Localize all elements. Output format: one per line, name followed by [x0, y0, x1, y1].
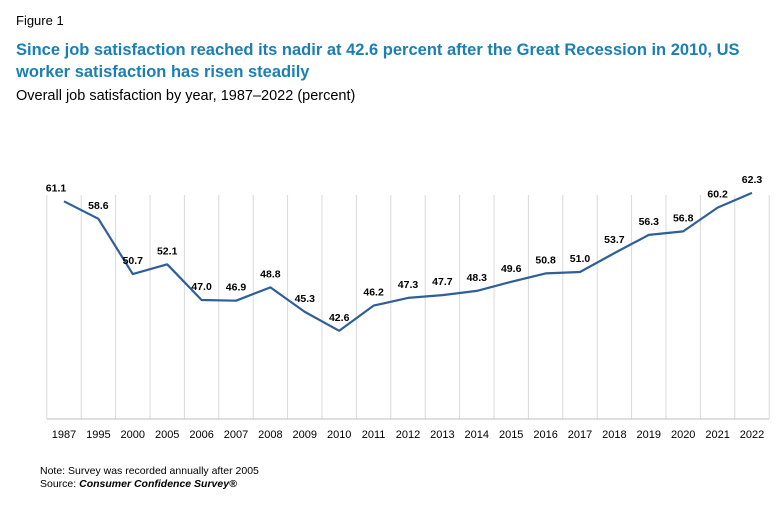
data-label: 48.3 — [467, 272, 488, 284]
data-label: 42.6 — [329, 312, 350, 324]
data-label: 50.7 — [123, 255, 144, 267]
x-tick-label: 2005 — [155, 429, 179, 441]
data-label: 51.0 — [570, 253, 591, 265]
chart-subtitle: Overall job satisfaction by year, 1987–2… — [16, 88, 356, 104]
x-tick-label: 2014 — [465, 429, 489, 441]
x-axis-ticks: 1987 1995 2000 2005 2006 2007 2008 2009 2010 2011… — [52, 429, 764, 441]
x-tick-label: 2015 — [499, 429, 523, 441]
x-tick-label: 2012 — [396, 429, 420, 441]
data-label: 56.8 — [673, 212, 694, 224]
data-label: 47.0 — [191, 281, 212, 293]
x-tick-label: 1995 — [86, 429, 110, 441]
note-text: Note: Survey was recorded annually after… — [40, 465, 259, 477]
data-label: 45.3 — [295, 293, 316, 305]
data-label: 58.6 — [88, 200, 109, 212]
x-tick-label: 2008 — [258, 429, 282, 441]
x-tick-label: 2013 — [430, 429, 454, 441]
line-chart: 1987 1995 2000 2005 2006 2007 2008 2009 2010 2011… — [46, 174, 770, 441]
x-tick-label: 2018 — [602, 429, 626, 441]
chart-title: Since job satisfaction reached its nadir… — [16, 41, 740, 81]
footnote: Note: Survey was recorded annually after… — [40, 465, 259, 491]
x-tick-label: 2011 — [362, 429, 386, 441]
data-label: 60.2 — [707, 189, 728, 201]
data-label: 48.8 — [260, 268, 281, 280]
x-tick-label: 2009 — [293, 429, 317, 441]
source-prefix: Source: — [40, 478, 80, 490]
data-label: 46.9 — [226, 282, 247, 294]
data-label: 61.1 — [46, 182, 67, 194]
x-tick-label: 2006 — [189, 429, 213, 441]
x-tick-label: 2016 — [533, 429, 557, 441]
data-label: 56.3 — [639, 216, 660, 228]
data-label: 52.1 — [157, 245, 178, 257]
data-label: 53.7 — [604, 234, 625, 246]
data-label: 62.3 — [742, 174, 763, 186]
gridlines — [46, 195, 770, 419]
data-label: 49.6 — [501, 263, 522, 275]
data-label: 50.8 — [535, 254, 556, 266]
data-label: 47.7 — [432, 276, 453, 288]
x-tick-label: 2021 — [705, 429, 729, 441]
x-tick-label: 1987 — [52, 429, 76, 441]
x-tick-label: 2017 — [568, 429, 592, 441]
data-label: 47.3 — [398, 279, 419, 291]
series-line — [63, 191, 753, 332]
figure-label: Figure 1 — [16, 13, 64, 28]
x-tick-label: 2010 — [327, 429, 351, 441]
source-name: Consumer Confidence Survey® — [79, 478, 237, 490]
source-line: Source: Consumer Confidence Survey® — [40, 478, 259, 491]
x-tick-label: 2007 — [224, 429, 248, 441]
x-tick-label: 2020 — [671, 429, 695, 441]
x-tick-label: 2022 — [740, 429, 764, 441]
data-label: 46.2 — [363, 287, 384, 299]
data-labels: 61.1 58.6 50.7 52.1 47.0 46.9 48.8 45.3 42.6 46.2… — [46, 174, 763, 324]
x-tick-label: 2019 — [637, 429, 661, 441]
x-tick-label: 2000 — [121, 429, 145, 441]
